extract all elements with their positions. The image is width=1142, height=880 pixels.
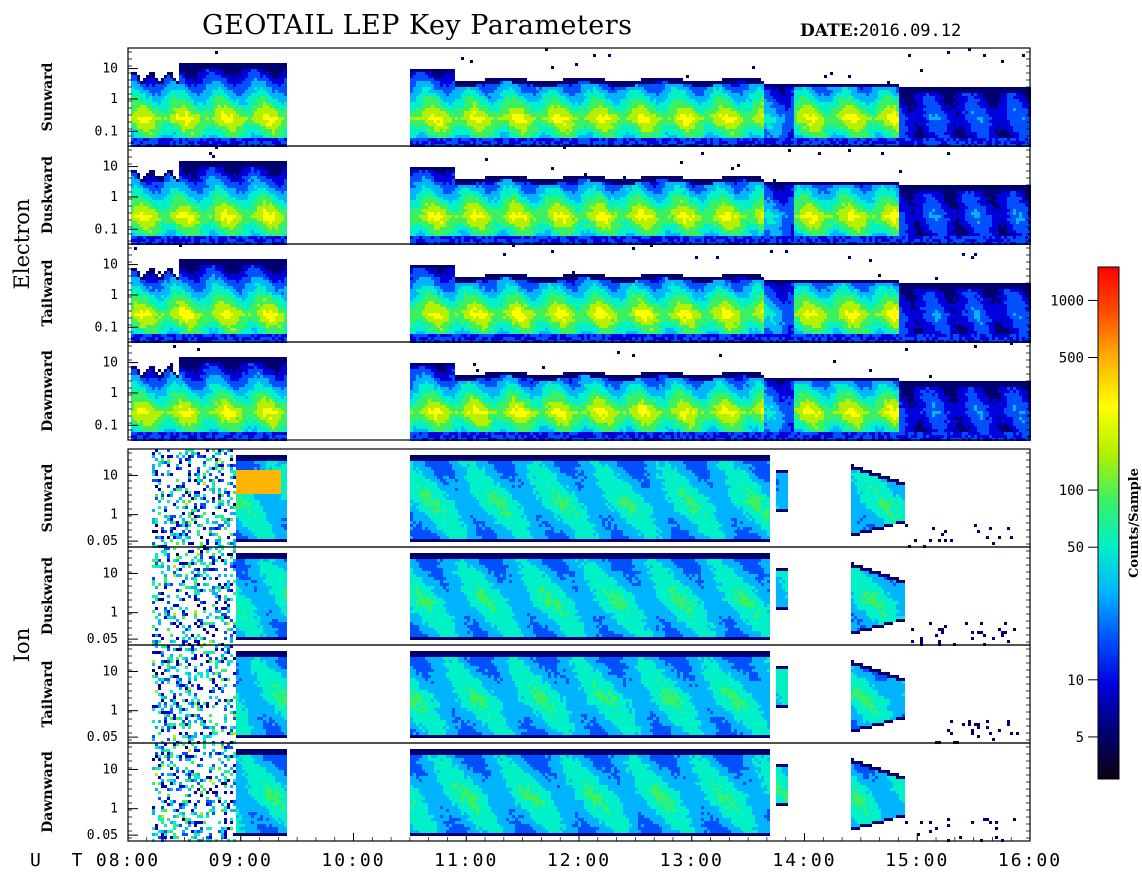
colorbar-tick-label: 1000 [1050,293,1084,309]
colorbar-tick-label: 5 [1076,730,1084,746]
spectrogram-panel-ion-sunward [152,449,1013,548]
y-tick-label: 10 [102,356,118,371]
x-tick-label: 14:00 [772,850,836,871]
x-tick-label: 08:00 [96,850,160,871]
x-tick-label: 13:00 [660,850,724,871]
colorbar-tick-label: 50 [1067,540,1084,556]
spectrogram-panel-ion-dawnward [152,743,1016,842]
panel-label-dawnward: Dawnward [40,751,56,833]
spectrogram-panel-electron-sunward [131,48,1031,147]
colorbar [1098,267,1119,779]
y-tick-label: 0.05 [87,828,118,843]
x-tick-label: 12:00 [547,850,611,871]
y-tick-label: 10 [102,160,118,175]
panel-label-duskward: Duskward [40,557,56,635]
group-label-electron: Electron [10,199,34,290]
y-tick-label: 10 [102,468,118,483]
y-tick-label: 0.1 [95,418,118,433]
y-tick-label: 0.05 [87,730,118,745]
panel-label-dawnward: Dawnward [40,350,56,432]
y-tick-label: 1 [110,704,118,719]
x-tick-label: 16:00 [998,850,1062,871]
x-tick-label: 10:00 [321,850,385,871]
y-tick-label: 1 [110,386,118,401]
y-tick-label: 0.1 [95,222,118,237]
colorbar-tick-label: 10 [1067,673,1084,689]
colorbar-tick-label: 100 [1059,483,1084,499]
y-tick-label: 10 [102,664,118,679]
spectrogram-panel-electron-duskward [131,146,1031,245]
spectrogram-panel-electron-dawnward [131,342,1031,441]
panel-label-tailward: Tailward [40,660,56,727]
y-tick-label: 1 [110,508,118,523]
colorbar-tick-label: 500 [1059,351,1084,367]
spectrogram-panel-electron-tailward [131,244,1031,343]
y-tick-label: 0.05 [87,534,118,549]
y-tick-label: 0.05 [87,632,118,647]
y-tick-label: 0.1 [95,124,118,139]
y-tick-label: 1 [110,288,118,303]
panel-label-duskward: Duskward [40,156,56,234]
x-axis-label: U T [30,850,93,871]
y-tick-label: 1 [110,606,118,621]
colorbar-label: Counts/Sample [1127,468,1142,578]
y-tick-label: 1 [110,190,118,205]
y-tick-label: 10 [102,566,118,581]
y-tick-label: 10 [102,258,118,273]
x-tick-label: 11:00 [434,850,498,871]
x-tick-label: 15:00 [885,850,949,871]
panel-label-sunward: Sunward [40,463,56,532]
spectrogram-panel-ion-duskward [152,547,1016,646]
y-tick-label: 10 [102,62,118,77]
y-tick-label: 10 [102,762,118,777]
y-tick-label: 0.1 [95,320,118,335]
y-tick-label: 1 [110,92,118,107]
spectrogram-panel-ion-tailward [152,645,1019,744]
x-tick-label: 09:00 [209,850,273,871]
y-tick-label: 1 [110,802,118,817]
group-label-ion: Ion [10,628,34,662]
panel-label-sunward: Sunward [40,62,56,131]
panel-label-tailward: Tailward [40,259,56,326]
